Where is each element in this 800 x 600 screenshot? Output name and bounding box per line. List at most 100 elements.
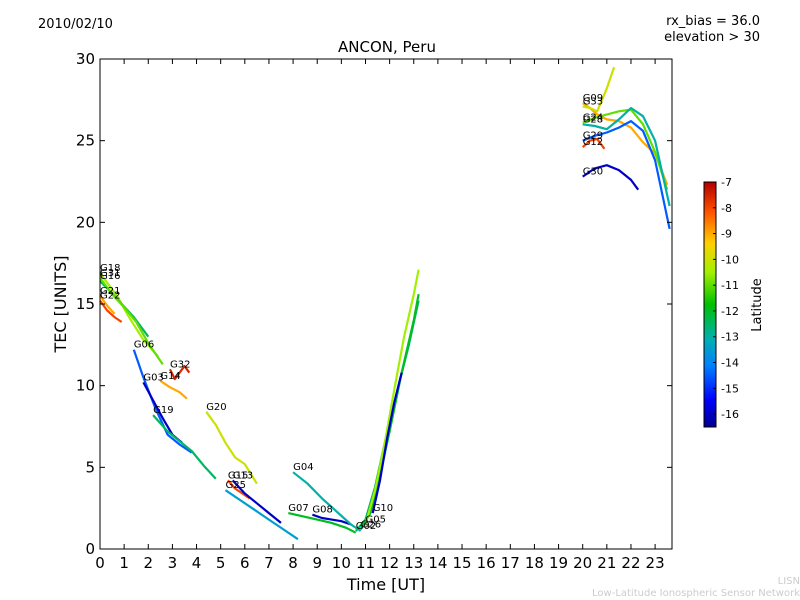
x-ticks: 0 1 2 3 4 5 6 7 8 9 10 11 12 13 14 15 16 17 18 19 20 21 22 23 [95, 59, 665, 572]
x-tick-label: 20 [573, 554, 592, 572]
rx-bias-label: rx_bias = 36.0 [666, 14, 760, 29]
series-label-g14: G14 [160, 371, 180, 382]
colorbar-tick-label: -10 [721, 253, 739, 266]
x-tick-label: 16 [477, 554, 496, 572]
x-tick-label: 4 [192, 554, 202, 572]
series-line-g22 [99, 300, 123, 323]
x-tick-label: 6 [240, 554, 250, 572]
series-label-g22: G22 [100, 291, 120, 302]
series-line-g13 [231, 479, 282, 524]
chart-title: ANCON, Peru [338, 38, 436, 56]
x-tick-label: 8 [288, 554, 298, 572]
series-line-g31 [99, 277, 164, 366]
colorbar-tick-label: -15 [721, 382, 739, 395]
series-line-g25 [224, 489, 299, 541]
x-tick-label: 17 [501, 554, 520, 572]
series-label-g21: G21 [100, 286, 120, 297]
y-ticks: 0 5 10 15 20 25 30 [76, 50, 672, 558]
series-label-g30: G30 [583, 167, 603, 178]
series-line-g28 [582, 106, 671, 207]
series-line-g06 [132, 349, 193, 454]
y-tick-label: 5 [85, 458, 95, 476]
series-label-g15: G15 [228, 470, 248, 481]
series-line-g10 [371, 372, 403, 514]
series-label-g24: G24 [583, 113, 603, 124]
colorbar-tick-label: -7 [721, 176, 732, 189]
footer-lisn: LISN [777, 576, 800, 587]
x-tick-label: 13 [404, 554, 423, 572]
series-line-g04 [292, 471, 362, 532]
series-label-g31: G31 [100, 268, 120, 279]
x-axis-label: Time [UT] [346, 575, 425, 594]
series-label-g20: G20 [206, 402, 226, 413]
series-label-g32: G32 [170, 359, 190, 370]
colorbar [703, 181, 717, 428]
series-label-g19: G19 [153, 405, 173, 416]
colorbar-tick-label: -9 [721, 228, 732, 241]
x-tick-label: 11 [356, 554, 375, 572]
y-axis-label: TEC [UNITS] [51, 256, 70, 354]
x-tick-label: 7 [264, 554, 274, 572]
x-tick-label: 22 [621, 554, 640, 572]
x-tick-label: 5 [216, 554, 226, 572]
series-label-g29: G29 [583, 131, 603, 142]
series-label-g18: G18 [100, 263, 120, 274]
series-label-g10: G10 [373, 503, 393, 514]
series-line-g29 [582, 119, 671, 230]
x-tick-label: 18 [525, 554, 544, 572]
colorbar-tick-label: -16 [721, 408, 739, 421]
x-tick-label: 14 [428, 554, 447, 572]
series-label-g07: G07 [288, 503, 308, 514]
y-tick-label: 30 [76, 50, 95, 68]
series-line-g05 [364, 269, 420, 525]
series-line-g12 [581, 137, 606, 150]
x-tick-label: 15 [452, 554, 471, 572]
y-tick-label: 15 [76, 295, 95, 313]
series-label-g02: G02 [356, 521, 376, 532]
series-line-g33 [582, 66, 616, 113]
series-label-g25: G25 [226, 480, 246, 491]
series-line-g21 [99, 295, 116, 315]
x-tick-label: 1 [119, 554, 129, 572]
y-tick-label: 10 [76, 377, 95, 395]
series-label-g12: G12 [583, 137, 603, 148]
x-tick-label: 12 [380, 554, 399, 572]
series-layer [99, 66, 671, 541]
footer-network-name: Low-Latitude Ionospheric Sensor Network [592, 588, 800, 599]
x-tick-label: 3 [168, 554, 178, 572]
series-label-g03: G03 [143, 372, 163, 383]
x-tick-label: 21 [597, 554, 616, 572]
date-label: 2010/02/10 [38, 17, 113, 32]
y-tick-label: 25 [76, 132, 95, 150]
elevation-label: elevation > 30 [664, 30, 760, 45]
x-tick-label: 19 [549, 554, 568, 572]
series-line-g02 [354, 300, 420, 532]
series-label-g08: G08 [312, 505, 332, 516]
series-line-g24 [582, 108, 669, 191]
colorbar-tick-label: -11 [721, 279, 739, 292]
colorbar-ticks: -7 -8 -9 -10 -11 -12 -13 -14 -15 -16 [713, 176, 739, 421]
x-tick-label: 0 [95, 554, 105, 572]
series-label-g05: G05 [366, 515, 386, 526]
series-label-layer: G18G16G31G21G22G06G03G32G14G20G19G15G25G… [100, 93, 603, 532]
series-line-g15 [227, 479, 251, 500]
series-label-g26: G26 [361, 519, 381, 530]
colorbar-label: Latitude [750, 278, 765, 332]
series-line-g07 [288, 512, 357, 534]
x-tick-label: 9 [312, 554, 322, 572]
series-label-g06: G06 [134, 340, 154, 351]
series-label-g13: G13 [233, 470, 253, 481]
x-tick-label: 23 [646, 554, 665, 572]
series-line-g08 [312, 513, 352, 526]
x-tick-label: 2 [143, 554, 153, 572]
colorbar-tick-label: -8 [721, 202, 732, 215]
series-line-g19 [152, 414, 217, 480]
series-line-g32 [169, 365, 191, 381]
y-tick-label: 20 [76, 213, 95, 231]
x-tick-label: 10 [332, 554, 351, 572]
colorbar-tick-label: -12 [721, 305, 739, 318]
series-label-g33: G33 [583, 96, 603, 107]
series-label-g09: G09 [583, 93, 603, 104]
colorbar-tick-label: -14 [721, 357, 739, 370]
